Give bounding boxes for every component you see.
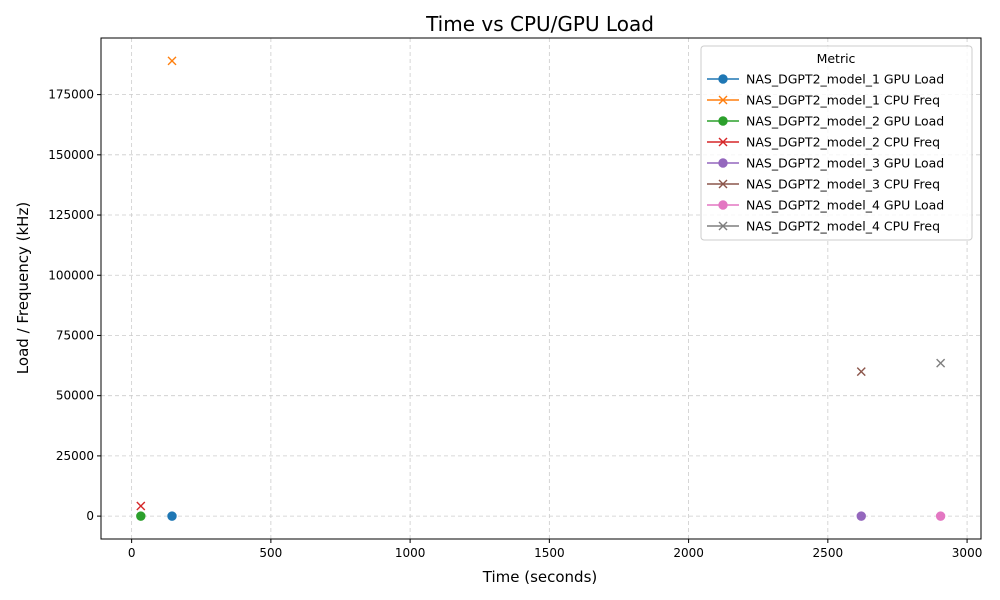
y-tick-label: 75000	[56, 328, 94, 342]
legend-entry: NAS_DGPT2_model_1 CPU Freq	[707, 93, 940, 108]
plot-series	[136, 56, 946, 521]
legend-entry: NAS_DGPT2_model_4 CPU Freq	[707, 219, 940, 234]
legend-label: NAS_DGPT2_model_2 GPU Load	[746, 114, 944, 129]
x-tick-label: 0	[128, 546, 136, 560]
y-tick-label: 0	[86, 509, 94, 523]
legend-entry: NAS_DGPT2_model_2 CPU Freq	[707, 135, 940, 150]
legend-entry: NAS_DGPT2_model_2 GPU Load	[707, 114, 944, 129]
x-axis: 0 500 1000 1500 2000 2500 3000	[128, 539, 983, 560]
legend-entry: NAS_DGPT2_model_3 GPU Load	[707, 156, 944, 171]
legend-title: Metric	[817, 51, 856, 66]
legend-label: NAS_DGPT2_model_3 CPU Freq	[746, 177, 940, 192]
series-1	[167, 511, 177, 521]
legend-marker	[718, 221, 728, 231]
legend-label: NAS_DGPT2_model_4 GPU Load	[746, 198, 944, 213]
series-6	[856, 367, 866, 377]
data-point-x	[136, 501, 146, 511]
legend-entry: NAS_DGPT2_model_1 GPU Load	[707, 72, 944, 87]
legend-marker	[718, 179, 728, 189]
legend-marker	[718, 137, 728, 147]
data-point-x	[936, 358, 946, 368]
legend-label: NAS_DGPT2_model_4 CPU Freq	[746, 219, 940, 234]
legend-label: NAS_DGPT2_model_2 CPU Freq	[746, 135, 940, 150]
chart-title: Time vs CPU/GPU Load	[425, 12, 654, 36]
data-point-circle	[935, 511, 946, 521]
y-tick-label: 150000	[48, 148, 94, 162]
data-point-circle	[856, 511, 866, 521]
data-point-x	[167, 56, 177, 66]
x-tick-label: 2000	[673, 546, 704, 560]
legend-entry: NAS_DGPT2_model_3 CPU Freq	[707, 177, 940, 192]
legend-entry: NAS_DGPT2_model_4 GPU Load	[707, 198, 944, 213]
series-4	[136, 501, 146, 511]
legend: Metric NAS_DGPT2_model_1 GPU Load NAS_DGP…	[700, 45, 973, 241]
series-7	[935, 511, 946, 521]
series-3	[136, 511, 146, 521]
x-tick-label: 2500	[813, 546, 844, 560]
data-point-circle	[136, 511, 146, 521]
legend-marker	[718, 116, 728, 126]
y-tick-label: 125000	[48, 208, 94, 222]
y-tick-label: 175000	[48, 88, 94, 102]
x-axis-title: Time (seconds)	[482, 568, 598, 586]
legend-marker	[718, 200, 728, 210]
x-tick-label: 1500	[534, 546, 565, 560]
y-tick-label: 100000	[48, 268, 94, 282]
legend-label: NAS_DGPT2_model_1 CPU Freq	[746, 93, 940, 108]
x-tick-label: 3000	[952, 546, 983, 560]
legend-label: NAS_DGPT2_model_1 GPU Load	[746, 72, 944, 87]
y-tick-label: 25000	[56, 449, 94, 463]
data-point-circle	[167, 511, 177, 521]
series-8	[936, 358, 946, 368]
legend-marker	[718, 74, 728, 84]
legend-label: NAS_DGPT2_model_3 GPU Load	[746, 156, 944, 171]
y-axis: 0 25000 50000 75000 100000 125000 150000 175000	[48, 88, 101, 523]
x-tick-label: 500	[259, 546, 282, 560]
x-tick-label: 1000	[395, 546, 426, 560]
plot-area-frame	[100, 37, 982, 540]
data-point-x	[856, 367, 866, 377]
series-5	[856, 511, 866, 521]
legend-marker	[718, 158, 728, 168]
series-2	[167, 56, 177, 66]
legend-marker	[718, 95, 728, 105]
legend-box	[700, 45, 973, 241]
y-axis-title: Load / Frequency (kHz)	[14, 202, 32, 374]
y-tick-label: 50000	[56, 389, 94, 403]
